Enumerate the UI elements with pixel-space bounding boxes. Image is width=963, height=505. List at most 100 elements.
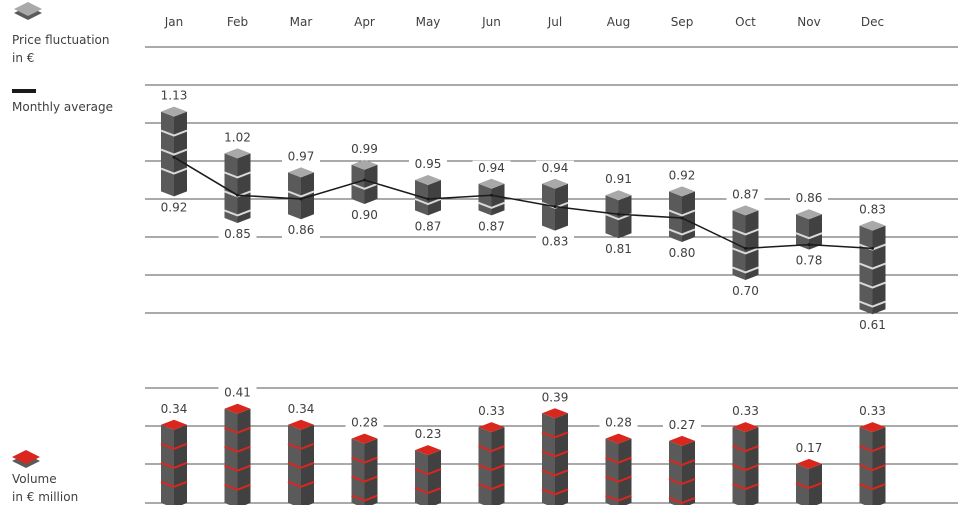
volume-bar — [414, 445, 442, 505]
price-range-bar — [224, 148, 251, 223]
price-labels: 1.13 0.92 1.02 0.85 0.97 0.86 0.99 0.90 0.95 0.87… — [155, 88, 892, 334]
high-label-backdrop — [218, 130, 257, 146]
high-label-backdrop — [790, 191, 828, 207]
high-label: 1.13 — [161, 89, 188, 103]
volume-label-backdrop — [663, 417, 701, 433]
average-point — [236, 193, 239, 197]
high-label: 0.86 — [796, 191, 823, 205]
month-axis: Jan Feb Mar Apr May Jun Jul Aug Sep Oct Nov Dec — [164, 15, 884, 29]
volume-label: 0.33 — [859, 404, 886, 418]
low-label: 0.70 — [732, 284, 759, 298]
month-label: Jun — [481, 15, 501, 29]
low-label-backdrop — [599, 242, 638, 258]
low-label-backdrop — [536, 234, 574, 250]
price-range-bar — [160, 106, 188, 197]
average-point — [299, 197, 303, 201]
low-label-backdrop — [853, 318, 892, 334]
price-range-bar — [668, 186, 696, 242]
low-label: 0.86 — [288, 223, 315, 237]
volume-bar — [795, 458, 823, 505]
volume-bar — [859, 422, 886, 505]
volume-label-backdrop — [472, 404, 511, 420]
average-point — [426, 197, 430, 201]
price-range-bar — [732, 205, 759, 280]
price-range-bar — [351, 159, 378, 204]
high-label-backdrop — [345, 141, 384, 157]
high-label: 0.87 — [732, 187, 759, 201]
high-label-backdrop — [853, 202, 892, 218]
month-label: Sep — [671, 15, 694, 29]
volume-label-backdrop — [599, 415, 638, 431]
volume-bar — [732, 422, 759, 505]
volume-label-backdrop — [282, 401, 320, 417]
price-range-bar — [478, 178, 505, 216]
low-label-backdrop — [472, 219, 511, 235]
volume-label: 0.17 — [796, 441, 823, 455]
month-label: Aug — [607, 15, 630, 29]
volume-label-backdrop — [155, 401, 193, 417]
price-range-bar — [859, 220, 886, 315]
price-range-bar — [795, 209, 823, 250]
high-label: 0.94 — [478, 161, 505, 175]
legend-price-label: Price fluctuation — [12, 33, 110, 47]
low-label-backdrop — [282, 223, 320, 239]
low-label-backdrop — [155, 200, 193, 216]
high-label-backdrop — [155, 88, 193, 104]
average-line — [173, 156, 873, 250]
volume-label: 0.39 — [542, 390, 569, 404]
legend-average-label: Monthly average — [12, 100, 113, 114]
average-line-icon — [12, 89, 36, 93]
volume-bar — [478, 422, 505, 505]
price-range-bars — [160, 106, 886, 315]
legend-price-fluctuation: Price fluctuation in € — [12, 2, 110, 65]
legend-volume-unit: in € million — [12, 490, 78, 504]
legend-price-unit: in € — [12, 51, 34, 65]
month-label: May — [416, 15, 441, 29]
low-label: 0.80 — [669, 246, 696, 260]
high-label-backdrop — [409, 157, 447, 172]
average-point — [553, 205, 557, 209]
price-range-bar — [605, 190, 632, 239]
average-point — [617, 212, 620, 216]
high-label: 0.91 — [605, 172, 632, 186]
volume-label: 0.34 — [288, 402, 315, 416]
volume-label-backdrop — [345, 415, 384, 431]
volume-label-backdrop — [536, 390, 574, 406]
month-label: Dec — [861, 15, 884, 29]
volume-bar — [668, 435, 696, 505]
high-label: 0.83 — [859, 203, 886, 217]
low-label-backdrop — [663, 246, 701, 261]
volume-bar — [287, 419, 315, 505]
low-label: 0.78 — [796, 254, 823, 268]
low-label: 0.61 — [859, 318, 886, 332]
high-label: 0.99 — [351, 142, 378, 156]
volume-label: 0.33 — [478, 404, 505, 418]
month-label: Jul — [547, 15, 562, 29]
high-label-backdrop — [726, 187, 765, 203]
month-label: Jan — [164, 15, 184, 29]
low-label-backdrop — [790, 253, 828, 269]
volume-label: 0.23 — [415, 427, 442, 441]
volume-label-backdrop — [853, 404, 892, 420]
low-label: 0.90 — [351, 208, 378, 222]
average-point — [744, 246, 747, 250]
average-point — [172, 155, 176, 159]
volume-label: 0.27 — [669, 418, 696, 432]
volume-bars — [160, 403, 886, 505]
volume-label-backdrop — [218, 385, 257, 401]
volume-label: 0.28 — [605, 416, 632, 430]
volume-bar — [160, 419, 188, 505]
volume-label-backdrop — [409, 427, 447, 443]
volume-bar — [351, 433, 378, 505]
high-label: 0.94 — [542, 161, 569, 175]
low-label-backdrop — [218, 227, 257, 242]
legend-volume-label: Volume — [12, 472, 57, 486]
month-label: Feb — [227, 15, 248, 29]
volume-bar — [605, 433, 632, 505]
low-label: 0.81 — [605, 242, 632, 256]
volume-labels: 0.34 0.41 0.34 0.28 0.23 0.33 0.39 0.28 0.27 0.33… — [155, 385, 892, 456]
average-point — [807, 243, 811, 247]
stack-icon — [14, 2, 42, 20]
high-label-backdrop — [536, 160, 574, 176]
